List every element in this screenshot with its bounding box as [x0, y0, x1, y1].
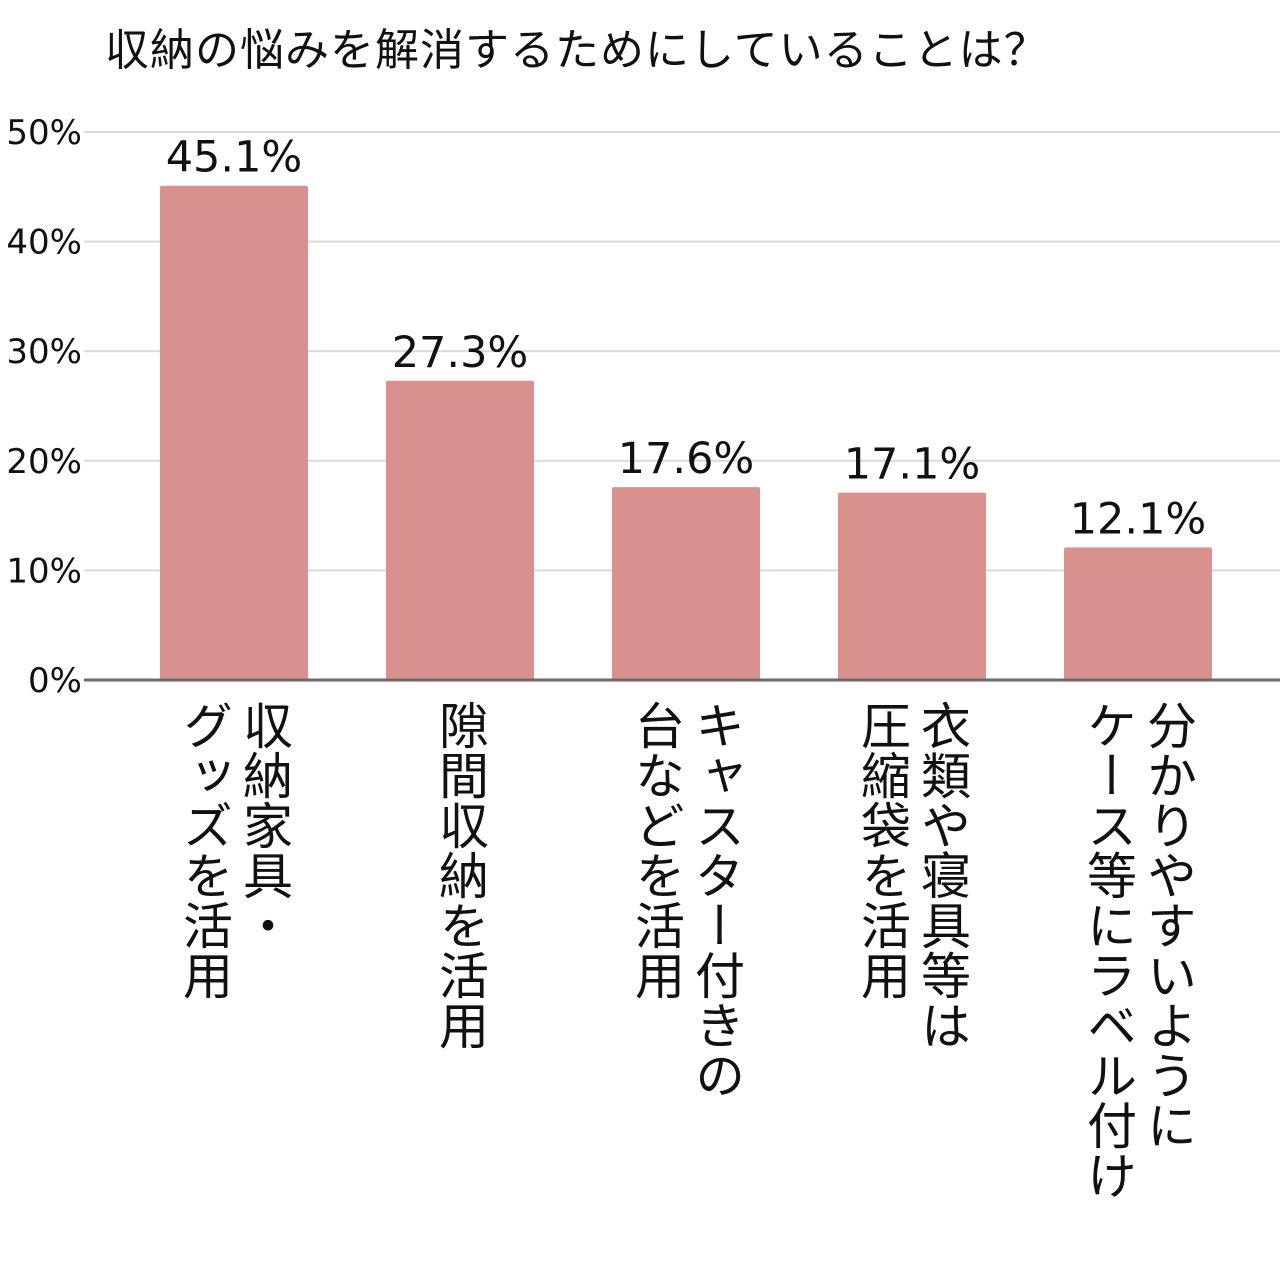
category-label: 隙間収納を活用 — [431, 700, 489, 1050]
bar — [838, 492, 986, 680]
y-tick-label: 30% — [6, 332, 82, 372]
category-label: 衣類や寝具等は — [913, 700, 971, 1050]
category-label: キャスター付きの — [687, 700, 745, 1100]
category-label: 台などを活用 — [627, 700, 685, 1000]
y-tick-label: 50% — [6, 113, 82, 153]
bar — [160, 185, 308, 681]
bar — [612, 487, 760, 680]
category-label: ケース等にラベル付け — [1079, 700, 1137, 1200]
y-tick-label: 10% — [6, 551, 82, 591]
bar — [1064, 547, 1212, 680]
chart-title: 収納の悩みを解消するためにしていることは？ — [105, 25, 1049, 76]
value-label: 45.1% — [166, 133, 303, 183]
category-label: 収納家具・ — [235, 700, 293, 950]
category-label: 圧縮袋を活用 — [853, 700, 911, 1000]
value-label: 27.3% — [392, 328, 529, 378]
y-tick-label: 0% — [28, 661, 82, 701]
y-tick-label: 40% — [6, 223, 82, 263]
category-label: 分かりやすいように — [1139, 700, 1197, 1150]
value-label: 17.6% — [618, 434, 755, 484]
value-label: 12.1% — [1070, 494, 1207, 544]
value-label: 17.1% — [844, 440, 981, 490]
y-tick-label: 20% — [6, 442, 82, 482]
category-label: グッズを活用 — [175, 700, 233, 1000]
bar — [386, 380, 534, 680]
